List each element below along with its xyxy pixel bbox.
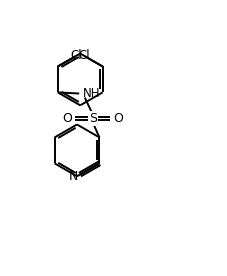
Text: N: N: [69, 170, 78, 183]
Text: S: S: [88, 112, 96, 125]
Text: NH: NH: [82, 87, 100, 100]
Text: Cl: Cl: [70, 49, 82, 62]
Text: Cl: Cl: [78, 49, 89, 62]
Text: O: O: [113, 112, 123, 125]
Text: O: O: [62, 112, 72, 125]
